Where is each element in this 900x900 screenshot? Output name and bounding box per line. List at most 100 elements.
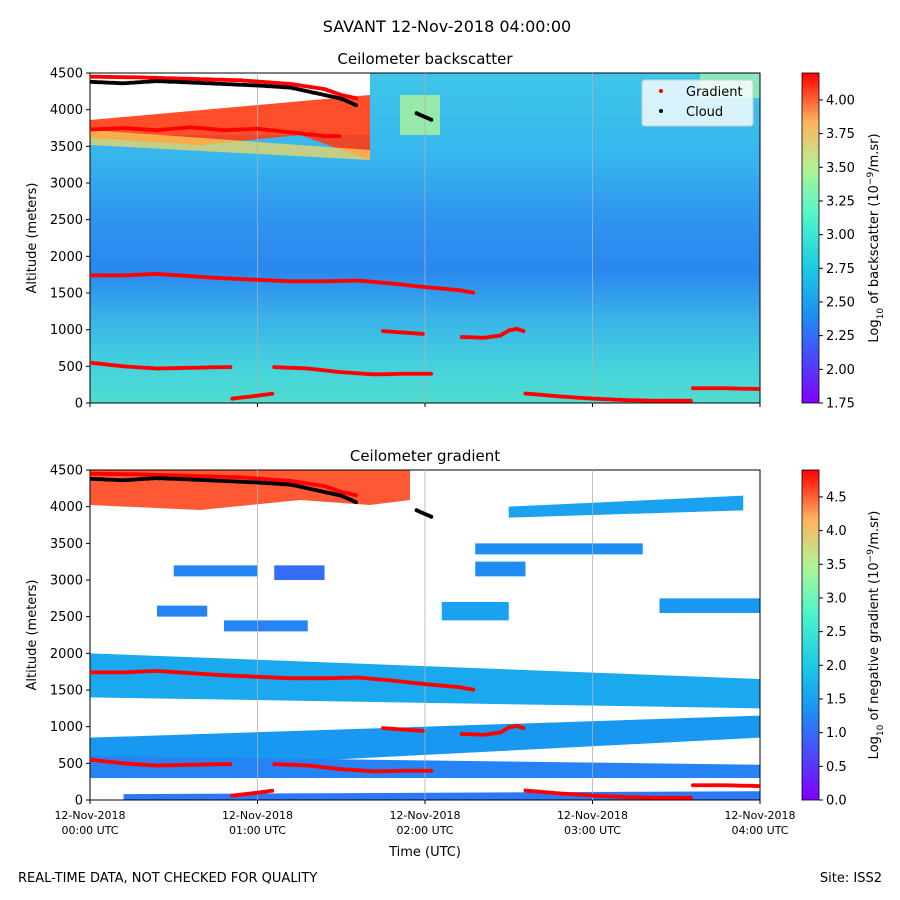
marker-1-1-11-10 <box>429 768 434 773</box>
gradient-ylabel: Altitude (meters) <box>25 580 40 691</box>
marker-1-0-11-7 <box>471 687 476 692</box>
backscatter-ylabel: Altitude (meters) <box>25 183 40 294</box>
marker-1-2-0-18 <box>420 728 425 733</box>
cb-tick-label-0-6: 3.25 <box>826 194 855 209</box>
gradient-band-9 <box>659 598 760 613</box>
cb-tick-label-1-5: 2.5 <box>826 625 847 640</box>
cb2-label-log: Log <box>867 736 882 759</box>
cb-tick-label-1-0: 0.0 <box>826 794 847 809</box>
marker-0-6-7-7 <box>337 134 342 139</box>
x-tick-label-1-2-1: 02:00 UTC <box>396 824 453 837</box>
backscatter-title: Ceilometer backscatter <box>337 50 513 68</box>
backscatter-colorbar-label: Log10 of backscatter (10−9/m.sr) <box>866 133 886 342</box>
gradient-band-11 <box>224 620 308 632</box>
cb-tick-label-0-0: 1.75 <box>826 397 855 412</box>
marker-0-5-6-7 <box>353 96 358 101</box>
marker-0-4-8-14 <box>688 398 693 403</box>
x-tick-label-1-0-1: 00:00 UTC <box>61 824 118 837</box>
y-tick-label-0-5: 2500 <box>50 213 83 228</box>
cb-tick-label-1-2: 1.0 <box>826 726 847 741</box>
x-tick-label-1-3-0: 12-Nov-2018 <box>557 809 628 822</box>
cb1-label-suffix: /m.sr) <box>867 133 882 171</box>
marker-0-3-4-3 <box>521 329 526 334</box>
x-tick-label-1-4-1: 04:00 UTC <box>731 824 788 837</box>
x-tick-label-1-3-1: 03:00 UTC <box>564 824 621 837</box>
marker-1-5-6-7 <box>353 493 358 498</box>
cb-tick-label-0-1: 2.00 <box>826 363 855 378</box>
marker-1-4-8-14 <box>688 795 693 800</box>
gradient-panel: Ceilometer gradient 0 500 1000 1500 2000 2500… <box>25 447 886 860</box>
y-tick-label-0-0: 0 <box>75 397 83 412</box>
y-tick-label-0-6: 3000 <box>50 177 83 192</box>
legend-marker-gradient <box>659 89 663 93</box>
gradient-series <box>90 471 760 800</box>
y-tick-label-1-2: 1000 <box>50 720 83 735</box>
x-tick-label-1-1-0: 12-Nov-2018 <box>222 809 293 822</box>
cb-tick-label-1-7: 3.5 <box>826 558 847 573</box>
cb-tick-label-0-5: 3.00 <box>826 228 855 243</box>
cloud-base-echo <box>90 95 370 160</box>
y-tick-label-1-8: 4000 <box>50 500 83 515</box>
cb-tick-label-0-9: 4.00 <box>826 93 855 108</box>
cb2-label-sup: −9 <box>866 549 876 563</box>
footer-disclaimer: REAL-TIME DATA, NOT CHECKED FOR QUALITY <box>18 871 317 886</box>
backscatter-colorbar <box>801 72 820 404</box>
cb1-label-log: Log <box>867 319 882 342</box>
marker-0-4-12-14 <box>755 387 760 391</box>
legend-box <box>641 79 754 127</box>
legend-marker-cloud <box>659 109 663 113</box>
y-tick-label-0-4: 2000 <box>50 250 83 265</box>
cb-tick-label-1-8: 4.0 <box>826 524 847 539</box>
y-tick-label-0-9: 4500 <box>50 67 83 82</box>
cb-tick-label-0-7: 3.50 <box>826 161 855 176</box>
gradient-band-6 <box>173 565 258 577</box>
cb2-label-suffix: /m.sr) <box>867 511 882 549</box>
y-tick-label-1-4: 2000 <box>50 647 83 662</box>
x-tick-label-1-2-0: 12-Nov-2018 <box>389 809 460 822</box>
footer-site: Site: ISS2 <box>820 871 882 886</box>
marker-1-6-8-7 <box>353 500 358 505</box>
gradient-x-ticks: 12-Nov-2018 00:00 UTC 12-Nov-2018 01:00 UTC… <box>54 800 796 837</box>
legend-label-gradient: Gradient <box>686 85 743 100</box>
gradient-band-8 <box>475 561 526 577</box>
y-tick-label-1-9: 4500 <box>50 464 83 479</box>
cb1-label-mid: of backscatter (10 <box>867 185 882 308</box>
cb-tick-label-1-9: 4.5 <box>826 490 847 505</box>
legend-label-cloud: Cloud <box>686 105 723 120</box>
cb-tick-label-0-4: 2.75 <box>826 262 855 277</box>
marker-0-7-11-7 <box>429 117 434 122</box>
gradient-y-ticks: 0 500 1000 1500 2000 2500 3000 3500 4000 4500 <box>50 464 90 809</box>
gradient-colorbar <box>801 469 820 801</box>
gradient-colorbar-ticks: 0.0 0.5 1.0 1.5 2.0 2.5 3.0 3.5 4.0 4.5 <box>819 490 847 809</box>
y-tick-label-1-5: 2500 <box>50 610 83 625</box>
marker-1-1-4-3 <box>228 762 233 767</box>
gradient-band-12 <box>441 602 509 621</box>
y-tick-label-0-2: 1000 <box>50 323 83 338</box>
y-tick-label-0-1: 500 <box>58 360 83 375</box>
marker-1-6-11-7 <box>429 514 434 519</box>
gradient-colorbar-label: Log10 of negative gradient (10−9/m.sr) <box>866 511 886 760</box>
x-tick-label-1-1-1: 01:00 UTC <box>229 824 286 837</box>
y-tick-label-1-6: 3000 <box>50 574 83 589</box>
marker-0-1-4-3 <box>228 365 233 370</box>
y-tick-label-0-7: 3500 <box>50 140 83 155</box>
backscatter-x-ticks <box>89 403 761 407</box>
gradient-xlabel: Time (UTC) <box>388 845 461 860</box>
marker-1-4-12-14 <box>755 784 760 788</box>
cb1-label-sup: −9 <box>866 172 876 186</box>
x-tick-label-1-0-0: 12-Nov-2018 <box>54 809 125 822</box>
cb-tick-label-1-1: 0.5 <box>826 760 847 775</box>
marker-1-4-1-7 <box>270 788 275 793</box>
cb1-label-sub: 10 <box>876 308 886 320</box>
backscatter-colorbar-ticks: 1.75 2.00 2.25 2.50 2.75 3.00 3.25 3.50 3.75 4.00 <box>819 93 855 412</box>
y-tick-label-1-0: 0 <box>75 794 83 809</box>
y-tick-label-0-3: 1500 <box>50 287 83 302</box>
legend: Gradient Cloud <box>641 79 754 127</box>
y-tick-label-1-1: 500 <box>58 757 83 772</box>
cb2-label-mid: of negative gradient (10 <box>867 562 882 724</box>
gradient-gridlines <box>257 470 593 800</box>
cb-tick-label-1-6: 3.0 <box>826 591 847 606</box>
y-tick-label-0-8: 4000 <box>50 103 83 118</box>
cb-tick-label-1-3: 1.5 <box>826 692 847 707</box>
